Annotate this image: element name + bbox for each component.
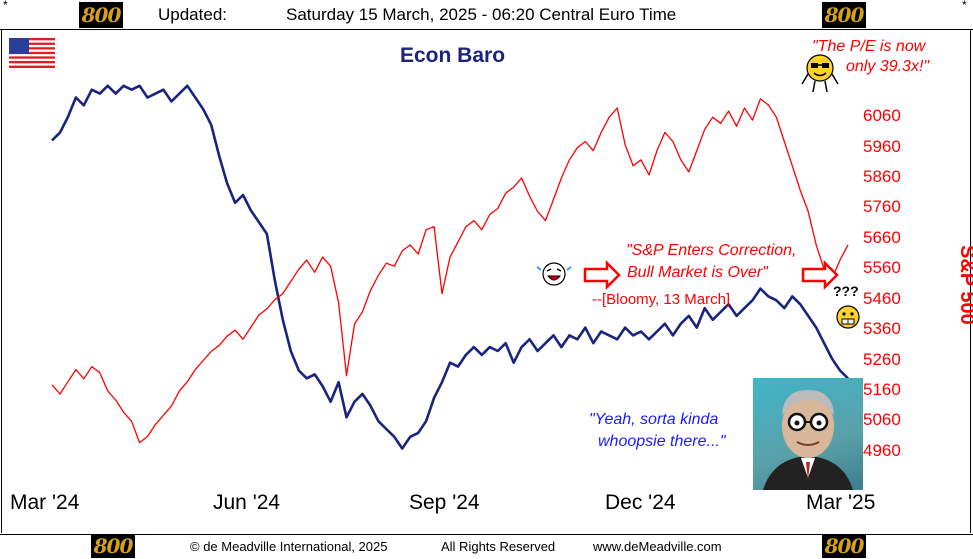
laughing-face-icon: [536, 262, 572, 286]
website-link[interactable]: www.deMeadville.com: [593, 539, 722, 554]
correction-quote-line1: "S&P Enters Correction,: [626, 242, 797, 259]
chart-title: Econ Baro: [400, 44, 506, 67]
pe-quote-line2: only 39.3x!": [846, 58, 930, 75]
corner-mark-left: *: [3, 0, 8, 12]
series-layer: [51, 84, 849, 450]
whoopsie-quote-line2: whoopsie there...": [598, 433, 726, 450]
y-tick-label: 5960: [863, 136, 901, 156]
logo-800-icon: 800: [91, 534, 135, 558]
y-tick-label: 5560: [863, 258, 901, 278]
x-tick-label: Mar '24: [10, 491, 80, 514]
y-tick-label: 5260: [863, 349, 901, 369]
annotation-source: --[Bloomy, 13 March]: [592, 291, 731, 308]
y-tick-label: 5060: [863, 410, 901, 430]
x-tick-label: Mar '25: [806, 491, 876, 514]
y-tick-label: 5160: [863, 379, 901, 399]
sp500-series-line: [51, 98, 849, 444]
us-flag-icon: [9, 38, 55, 68]
footer-bar: 800 © de Meadville International, 2025 A…: [0, 534, 973, 559]
x-tick-label: Dec '24: [605, 491, 676, 514]
right-arrow-icon: [801, 259, 839, 291]
chart-frame: [1, 30, 971, 533]
y-tick-label: 5760: [863, 197, 901, 217]
chart-canvas: [51, 54, 860, 450]
header-bar: * 800 Updated: Saturday 15 March, 2025 -…: [0, 0, 973, 30]
right-arrow-icon: [583, 259, 621, 291]
y-tick-label: 5460: [863, 288, 901, 308]
correction-quote-line2: Bull Market is Over": [627, 264, 768, 281]
y-tick-label: 5360: [863, 319, 901, 339]
updated-label: Updated:: [158, 5, 227, 24]
decor-layer: [536, 54, 860, 329]
grimace-face-icon: [836, 305, 860, 329]
copyright-text: © de Meadville International, 2025: [190, 539, 388, 554]
portrait-caricature: [753, 378, 863, 490]
x-tick-label: Jun '24: [213, 491, 281, 514]
logo-800-icon: 800: [79, 2, 123, 28]
x-tick-label: Sep '24: [409, 491, 480, 514]
y-tick-label: 5860: [863, 167, 901, 186]
y-tick-label: 6060: [863, 106, 901, 126]
update-timestamp: Saturday 15 March, 2025 - 06:20 Central …: [286, 5, 677, 24]
logo-800-icon: 800: [822, 534, 866, 558]
y-axis-label: S&P 500: [956, 245, 973, 325]
y-tick-label: 4960: [863, 440, 901, 460]
y-tick-label: 5660: [863, 227, 901, 247]
whoopsie-quote-line1: "Yeah, sorta kinda: [589, 411, 719, 428]
smiley-icon: [801, 54, 839, 93]
pe-quote-line1: "The P/E is now: [812, 38, 926, 55]
rights-text: All Rights Reserved: [441, 539, 556, 554]
question-marks: ???: [833, 283, 859, 299]
logo-800-icon: 800: [822, 2, 866, 28]
econ-baro-series-line: [51, 84, 849, 450]
corner-mark-right: *: [962, 0, 967, 12]
